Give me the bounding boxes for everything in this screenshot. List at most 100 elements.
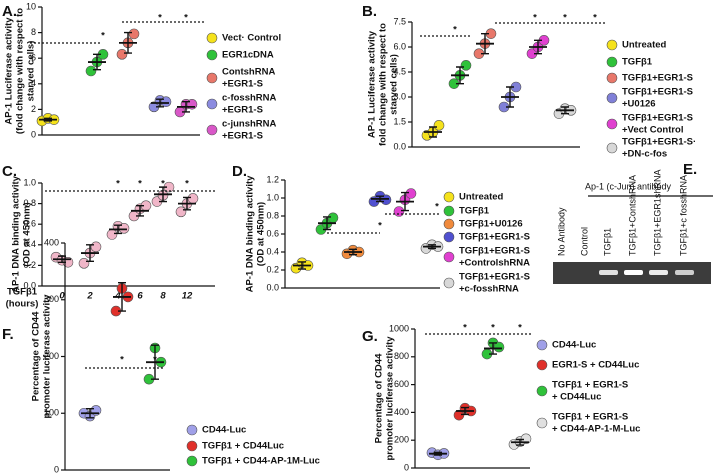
x-axis-label: (hours) — [6, 299, 39, 310]
significance-star: * — [453, 25, 457, 36]
data-point — [85, 65, 97, 77]
legend-marker — [606, 39, 618, 51]
lane-label: TGFβ1 — [602, 228, 612, 256]
legend-marker — [443, 218, 455, 230]
legend-marker — [186, 424, 198, 436]
y-tick-label: 0.0 — [23, 280, 36, 290]
legend-label: +ControlshRNA — [459, 258, 530, 269]
error-bar — [86, 408, 94, 419]
y-tick-label: 6 — [31, 53, 36, 63]
y-tick-label: 4 — [31, 78, 36, 88]
error-bar — [93, 53, 101, 71]
y-tick-label: 0 — [404, 462, 409, 472]
data-point — [106, 229, 118, 240]
legend-label: TGFβ1+U0126 — [459, 219, 523, 230]
data-point — [433, 120, 445, 131]
y-axis-label: starved cells) — [389, 54, 400, 115]
data-point — [128, 28, 140, 40]
error-bar — [489, 342, 497, 355]
y-axis-label: (fold change with respect to — [15, 8, 26, 134]
y-tick-label: 0.4 — [23, 239, 36, 249]
legend-label: Untreated — [459, 192, 504, 203]
legend-label: Untreated — [622, 40, 667, 51]
error-bar — [561, 106, 569, 115]
gel-title: Ap-1 (c-Jun) antibody — [585, 181, 672, 191]
y-tick-label: 1.2 — [266, 174, 279, 184]
legend-label: +EGR1-S — [222, 131, 263, 142]
y-tick-label: 0.8 — [266, 210, 279, 220]
data-point — [393, 206, 405, 217]
error-bar — [456, 66, 464, 85]
y-tick-label: 0.2 — [266, 264, 279, 274]
significance-star: * — [378, 221, 382, 232]
y-tick-label: 0.4 — [266, 246, 279, 256]
y-tick-label: 100 — [44, 408, 59, 418]
x-axis-label: TGFβ1 — [7, 287, 38, 298]
data-point — [160, 96, 172, 108]
error-bar — [136, 204, 144, 217]
legend-label: TGFβ1 + EGR1-S — [552, 380, 628, 391]
y-axis-label: AP-1 Luciferase activity — [367, 30, 378, 138]
significance-star: * — [153, 355, 157, 366]
legend-label: TGFβ1 + CD44Luc — [202, 441, 284, 452]
lane-label: TGFβ1+EGR1shRNA — [652, 170, 662, 256]
legend-label: CD44-Luc — [552, 340, 596, 351]
legend-label: TGFβ1+EGR1-S — [459, 232, 530, 243]
error-bar — [534, 39, 542, 55]
error-bar — [349, 248, 357, 256]
error-bar — [182, 101, 190, 113]
y-axis-label: AP-1 Luciferase activity — [4, 17, 15, 125]
lane-label: Control — [579, 227, 589, 256]
y-axis-label: AP-1 DNA binding activity — [11, 175, 22, 293]
legend-label: TGFβ1+EGR1-S — [622, 73, 693, 84]
y-axis-label: Percentage of CD44 — [31, 311, 42, 401]
legend-label: Vect· Control — [222, 33, 281, 44]
legend-label: TGFβ1+EGR1-S — [622, 87, 693, 98]
error-bar — [323, 216, 331, 231]
panel-label: F. — [2, 326, 14, 343]
significance-star: * — [161, 179, 165, 190]
lane-label: TGFβ1+c fosshRNA — [678, 175, 688, 256]
legend-label: +Vect Control — [622, 125, 684, 136]
y-tick-label: 0.6 — [266, 228, 279, 238]
significance-star: * — [120, 355, 124, 366]
y-tick-label: 2 — [31, 104, 36, 114]
y-tick-label: 1.5 — [393, 116, 406, 126]
legend-label: TGFβ1 — [459, 206, 490, 217]
x-tick-label: 12 — [182, 291, 193, 302]
error-bar — [298, 261, 306, 270]
data-point — [405, 188, 417, 199]
y-axis-label: promoter luciferase activity — [42, 294, 53, 419]
band — [624, 270, 643, 275]
error-bar — [159, 186, 167, 203]
significance-star: * — [533, 13, 537, 24]
legend-marker — [606, 56, 618, 68]
legend-marker — [206, 124, 218, 136]
legend-label: TGFβ1 + EGR1-S — [552, 412, 628, 423]
legend-marker — [443, 277, 455, 289]
significance-star: * — [184, 13, 188, 24]
panel-label: D. — [232, 163, 247, 180]
error-bar — [118, 282, 126, 312]
data-point — [90, 241, 102, 253]
y-tick-label: 4.5 — [393, 66, 406, 76]
y-axis-label: Percentage of CD44 — [374, 353, 385, 443]
error-bar — [124, 31, 132, 54]
y-axis-label: fold change with respect to — [378, 23, 389, 146]
y-tick-label: 8 — [31, 27, 36, 37]
y-tick-label: 1.0 — [266, 192, 279, 202]
legend-marker — [536, 417, 548, 429]
error-bar — [481, 32, 489, 55]
y-axis-label: (OD at 450nm) — [256, 202, 267, 266]
significance-star: * — [518, 323, 522, 334]
x-tick-label: 2 — [86, 291, 93, 302]
data-point — [175, 206, 187, 218]
error-bar — [516, 438, 524, 446]
legend-label: +U0126 — [622, 99, 656, 110]
panel-label: C. — [2, 163, 17, 180]
y-tick-label: 200 — [44, 351, 59, 361]
y-tick-label: 800 — [394, 351, 409, 361]
legend-label: EGR1cDNA — [222, 50, 274, 61]
y-tick-label: 1000 — [389, 323, 409, 333]
